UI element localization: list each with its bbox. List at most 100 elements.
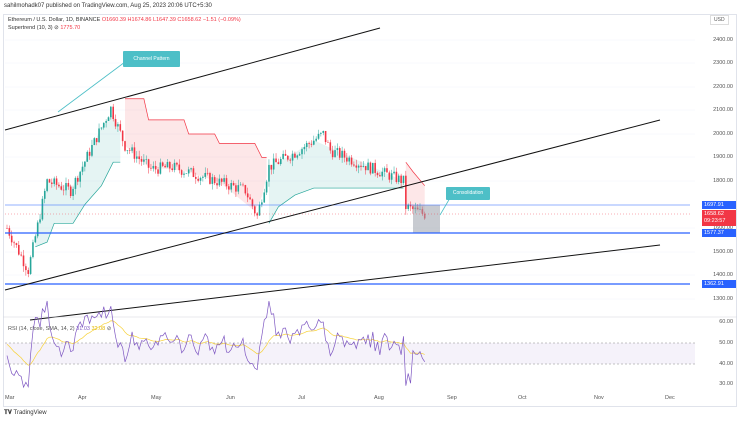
candle-body xyxy=(254,206,256,214)
candle-body xyxy=(124,141,126,151)
candle-body xyxy=(279,158,282,165)
supertrend-line xyxy=(268,187,404,224)
publisher-line: sahilmohadk07 published on TradingView.c… xyxy=(4,3,212,9)
candle-body xyxy=(369,162,372,174)
candle-body xyxy=(348,157,350,162)
candle-body xyxy=(140,159,143,162)
channel-pattern-callout: Channel Pattern xyxy=(123,51,180,67)
candle-body xyxy=(22,255,25,267)
candle-body xyxy=(357,165,360,168)
candle-body xyxy=(237,185,240,192)
candle-body xyxy=(270,164,273,170)
rsi-value: 31.03 xyxy=(76,326,90,332)
candle-body xyxy=(195,176,197,179)
candle-body xyxy=(185,173,188,175)
candle-body xyxy=(62,189,65,191)
candle-body xyxy=(376,172,379,176)
candle-body xyxy=(367,162,369,171)
time-tick: Sep xyxy=(447,395,457,401)
rsi-tick: 50.00 xyxy=(719,340,733,346)
channel-upper-line xyxy=(4,27,381,131)
candle-body xyxy=(187,169,190,174)
candle-body xyxy=(334,150,336,158)
candle-body xyxy=(294,153,296,158)
candle-body xyxy=(216,183,218,186)
supertrend-line xyxy=(125,98,267,158)
candle-body xyxy=(235,185,237,192)
candle-body xyxy=(58,184,60,187)
candle-body xyxy=(374,162,376,173)
rsi-line xyxy=(6,300,426,389)
candle-body xyxy=(98,128,100,143)
candle-body xyxy=(150,167,152,169)
candle-body xyxy=(161,162,164,166)
last-price-tag: 1658.62 09:23:57 xyxy=(702,210,736,226)
candle-body xyxy=(100,127,103,129)
candle-body xyxy=(400,175,402,184)
candle-body xyxy=(84,161,86,167)
candle-body xyxy=(145,159,148,160)
candle-body xyxy=(192,168,195,177)
symbol-name: Ethereum / U.S. Dollar, 1D, BINANCE xyxy=(8,17,101,23)
supertrend-legend[interactable]: Supertrend (10, 3) ⊘ 1775.70 xyxy=(8,25,81,31)
candle-body xyxy=(102,122,105,128)
candle-body xyxy=(381,171,384,177)
callout-pointer xyxy=(57,61,126,113)
rsi-band xyxy=(5,343,695,364)
candle-body xyxy=(190,168,192,170)
candle-body xyxy=(360,165,362,167)
candle-body xyxy=(88,151,91,156)
candle-body xyxy=(402,175,405,184)
ohlc-open: O1660.39 xyxy=(101,17,127,23)
candle-body xyxy=(331,150,334,158)
candle-body xyxy=(126,150,129,151)
candle-body xyxy=(383,168,386,172)
bar-countdown: 09:23:57 xyxy=(704,218,726,224)
candle-body xyxy=(8,228,11,236)
time-tick: Aug xyxy=(374,395,384,401)
currency-button[interactable]: USD xyxy=(710,15,729,25)
ohlc-low: L1647.39 xyxy=(152,17,176,23)
supertrend-value: 1775.70 xyxy=(60,25,81,31)
candle-body xyxy=(289,159,291,161)
rsi-legend[interactable]: RSI (14, close, SMA, 14, 2) 31.03 32.08 … xyxy=(8,326,112,332)
candle-body xyxy=(29,257,32,274)
candle-body xyxy=(223,178,225,182)
candle-body xyxy=(395,171,398,182)
candle-body xyxy=(327,142,329,143)
supertrend-label: Supertrend (10, 3) xyxy=(8,25,53,31)
price-tick: 1500.00 xyxy=(713,249,733,255)
candle-body xyxy=(282,153,284,159)
candle-body xyxy=(173,162,176,171)
candle-body xyxy=(202,176,204,178)
supertrend-line xyxy=(405,161,425,186)
candle-body xyxy=(10,235,13,243)
candle-body xyxy=(301,149,303,155)
rsi-tick: 60.00 xyxy=(719,319,733,325)
candle-body xyxy=(409,204,412,207)
candle-body xyxy=(143,159,145,162)
candle-body xyxy=(55,178,58,185)
rsi-sma-line xyxy=(6,320,425,366)
candle-body xyxy=(390,173,393,180)
candle-body xyxy=(298,154,301,156)
candle-body xyxy=(329,142,332,151)
candle-body xyxy=(34,236,37,243)
candle-body xyxy=(91,144,93,156)
support2-price-tag: 1362.91 xyxy=(702,280,736,288)
candle-body xyxy=(232,182,235,186)
supertrend-fill xyxy=(405,162,425,215)
candle-body xyxy=(81,166,84,172)
candle-body xyxy=(136,156,138,159)
candle-body xyxy=(209,173,211,184)
candle-body xyxy=(379,175,381,177)
candle-body xyxy=(313,140,315,145)
candle-body xyxy=(166,162,169,168)
candle-body xyxy=(310,143,313,145)
candle-body xyxy=(138,156,140,160)
candle-body xyxy=(95,138,98,143)
candle-body xyxy=(296,155,299,158)
chart-frame xyxy=(3,14,737,407)
time-tick: Jul xyxy=(298,395,306,401)
